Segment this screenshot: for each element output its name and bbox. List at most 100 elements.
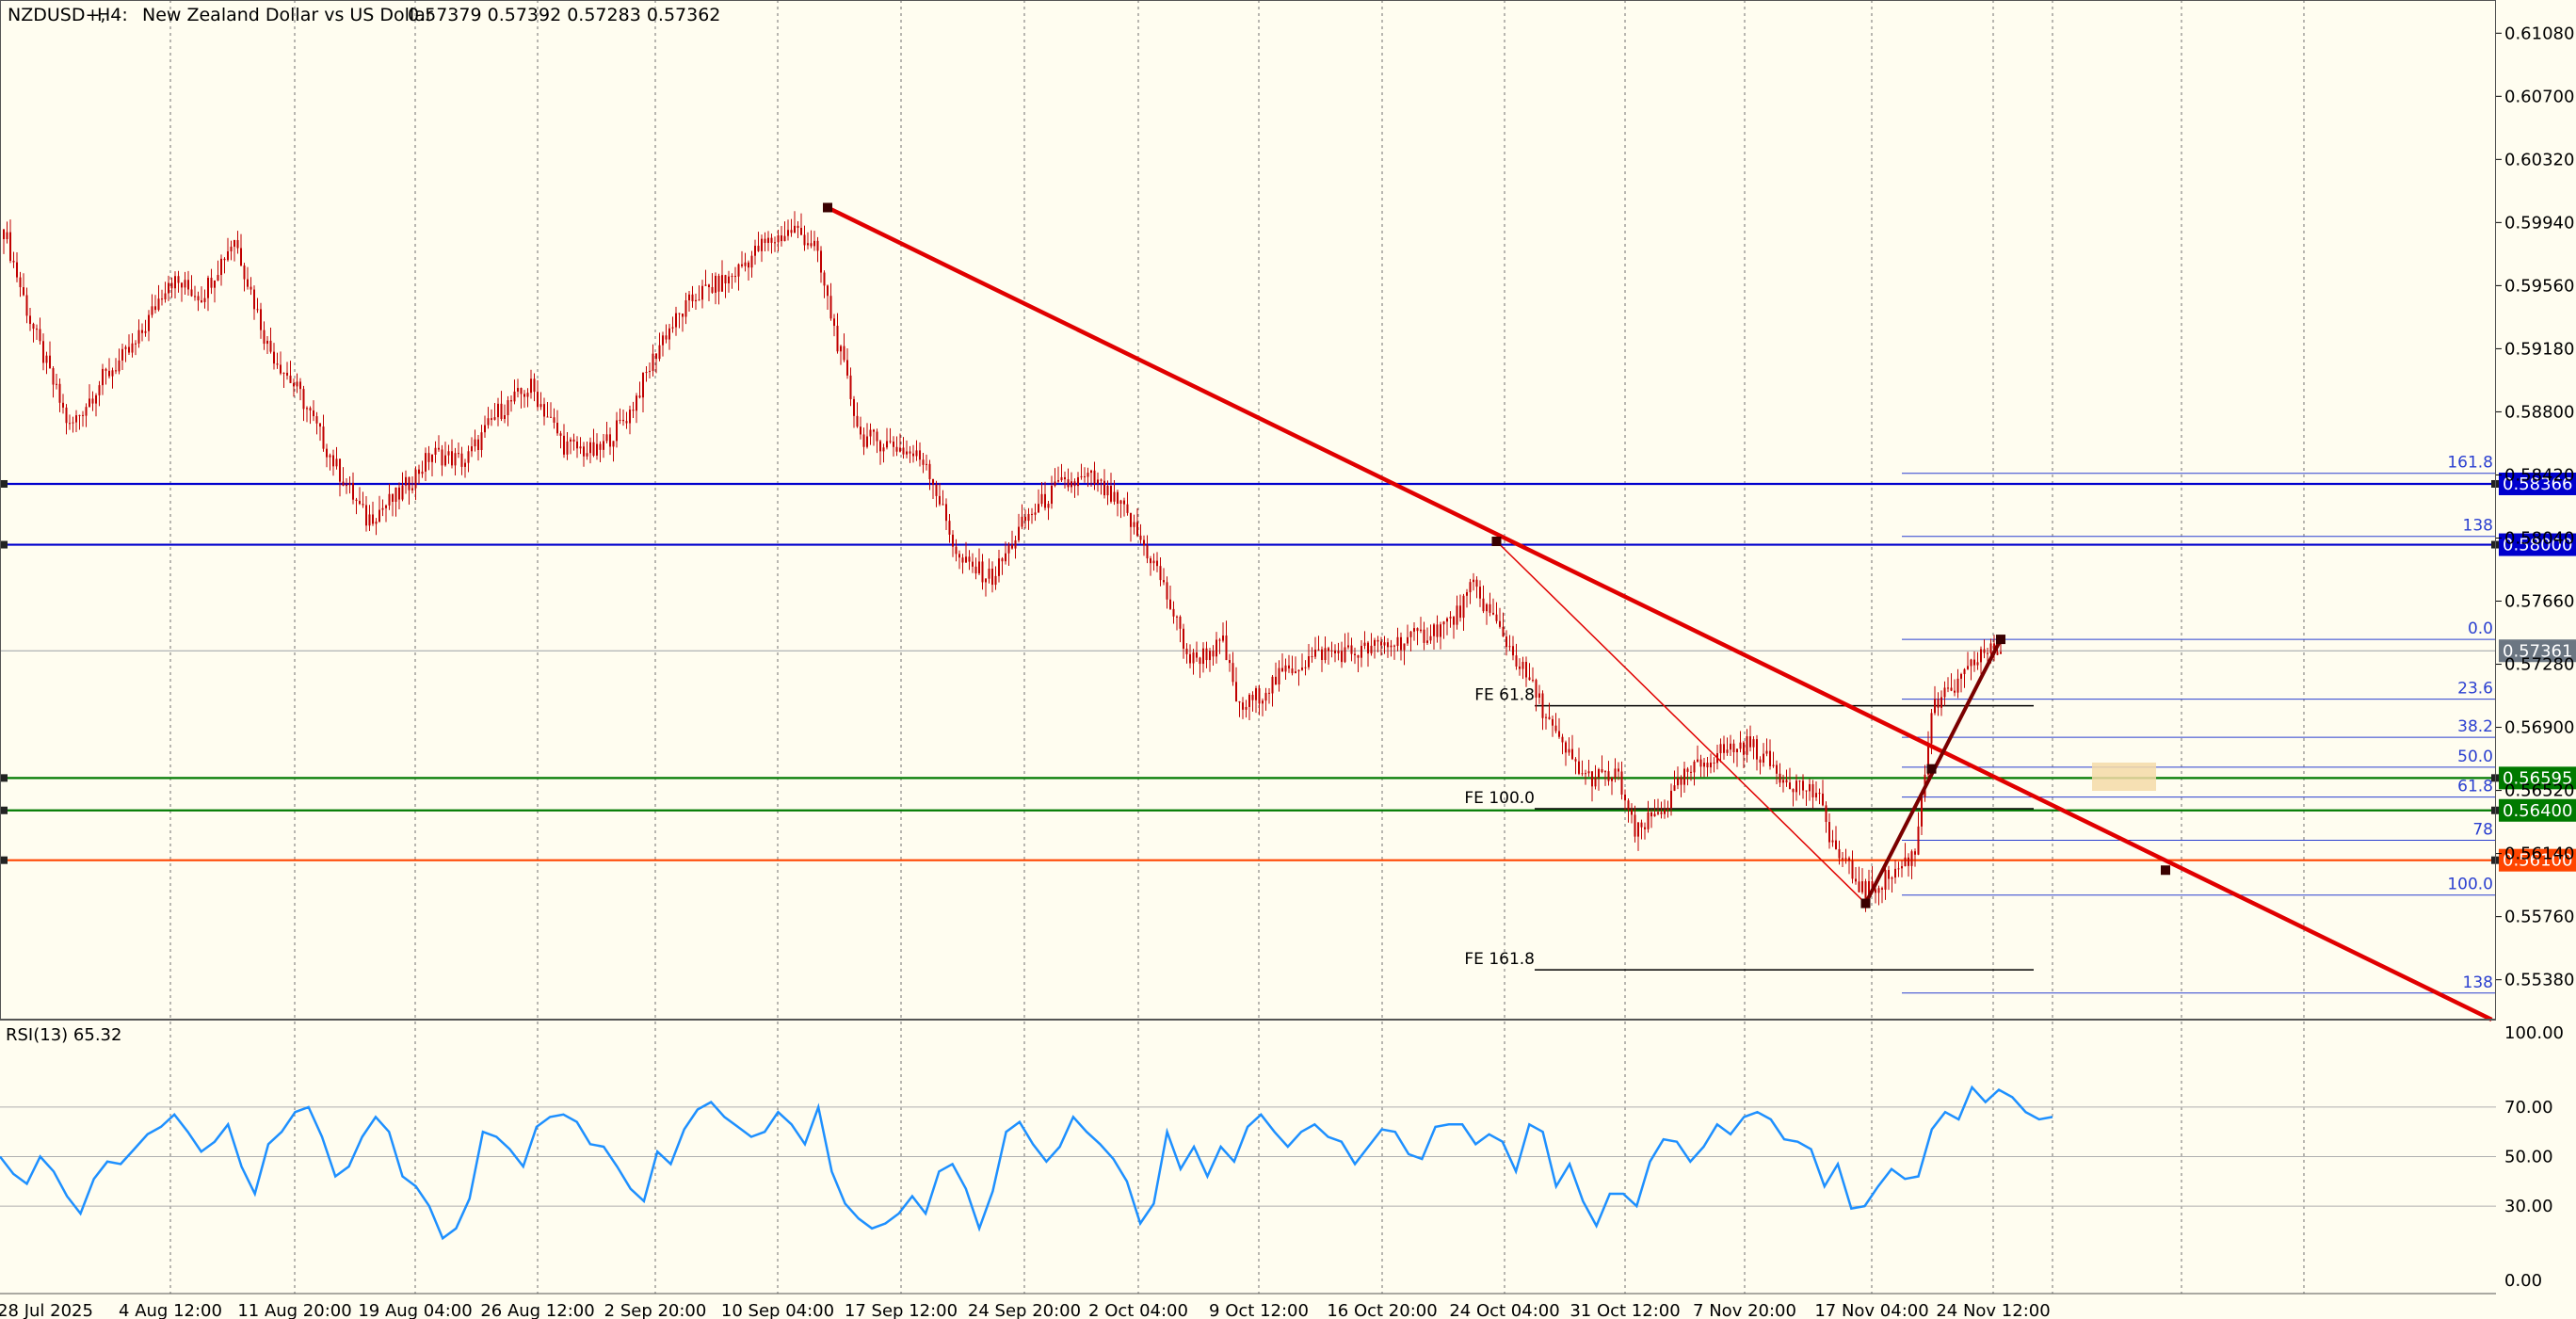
candle-body (385, 505, 387, 508)
price-label: 0.57280 (2504, 655, 2574, 675)
candle-body (926, 463, 927, 465)
candle-body (523, 394, 525, 397)
candle-body (1973, 659, 1975, 666)
candle-body (668, 328, 670, 340)
candle-body (935, 484, 938, 496)
candle-body (1317, 649, 1320, 651)
candle-body (1950, 687, 1953, 691)
candle-body (1172, 608, 1175, 617)
time-label: 4 Aug 12:00 (119, 1301, 222, 1319)
candle-body (1143, 539, 1145, 546)
candle-body (1858, 881, 1860, 893)
candle-body (1726, 749, 1729, 753)
candle-body (3, 229, 5, 239)
fibonacci-expansion[interactable]: FE 61.8 FE 100.0 FE 161.8 (1464, 686, 2034, 971)
candle-body (708, 284, 710, 287)
candle-body (65, 407, 68, 424)
candle-body (942, 504, 944, 506)
candle-body (1759, 759, 1762, 763)
candle-body (23, 287, 24, 296)
candle-body (49, 355, 51, 369)
candle-body (339, 458, 341, 482)
candle-body (1756, 739, 1758, 760)
target-zone-box[interactable] (2092, 763, 2156, 791)
candle-body (1792, 789, 1795, 793)
candle-body (790, 230, 793, 233)
candle-body (1921, 796, 1923, 827)
candle-body (1844, 858, 1847, 860)
candle-body (629, 410, 631, 424)
candle-body (394, 487, 397, 502)
chart-header-description: New Zealand Dollar vs US Dollar (142, 5, 433, 25)
candle-body (652, 353, 654, 371)
candle-body (467, 451, 470, 463)
candle-body (58, 383, 61, 403)
candle-body (1363, 642, 1366, 646)
candle-body (1525, 662, 1527, 678)
candle-body (1420, 629, 1422, 632)
candle-body (1100, 479, 1103, 481)
price-label: 0.58040 (2504, 528, 2574, 548)
trendlines[interactable] (823, 202, 2493, 1022)
candle-body (174, 276, 176, 289)
candle-body (603, 441, 604, 450)
candle-body (378, 509, 380, 523)
candle-body (1855, 878, 1857, 882)
candle-body (1703, 763, 1705, 767)
candle-body (131, 343, 134, 353)
candle-body (1258, 688, 1261, 704)
candle-body (1954, 690, 1956, 693)
candle-body (326, 448, 328, 458)
fib-level-label: 61.8 (2457, 778, 2493, 796)
candle-body (952, 534, 954, 547)
candle-body (750, 255, 753, 268)
candle-body (144, 330, 147, 333)
candle-body (1007, 544, 1010, 554)
candle-body (177, 276, 180, 283)
candle-body (1295, 671, 1296, 674)
candle-body (1581, 773, 1584, 775)
candle-body (1732, 743, 1735, 753)
fib-expansion-label: FE 100.0 (1464, 789, 1535, 808)
candle-body (1631, 810, 1633, 815)
candle-body (411, 488, 413, 491)
candle-body (1713, 763, 1715, 764)
candle-body (1937, 699, 1940, 708)
candle-body (1763, 753, 1764, 763)
candle-body (1828, 821, 1830, 843)
candle-body (504, 414, 506, 420)
time-label: 7 Nov 20:00 (1693, 1301, 1796, 1319)
candle-body (1235, 682, 1237, 701)
candle-body (829, 296, 832, 319)
fibonacci-retracement[interactable]: 161.8 138 0.0 23.6 38.2 50.0 61.8 78 100.0 138 (1902, 454, 2496, 994)
candle-body (233, 240, 235, 248)
price-label: 0.56140 (2504, 844, 2574, 864)
candle-body (1910, 851, 1913, 866)
candle-body (572, 439, 575, 442)
candle-body (1838, 848, 1841, 859)
candle-body (862, 434, 865, 447)
candle-body (833, 318, 835, 327)
candle-body (1429, 635, 1432, 641)
candle-body (853, 398, 855, 416)
candle-body (1374, 639, 1376, 646)
candle-body (1917, 826, 1920, 855)
candle-body (589, 442, 591, 454)
candle-body (781, 235, 782, 242)
horizontal-levels[interactable]: 0.58366 0.58000 0.56595 0.56400 0.56100 0.573… (0, 472, 2576, 872)
candle-body (75, 415, 77, 423)
candle-body (1400, 636, 1402, 651)
candle-body (803, 234, 806, 246)
candle-body (1519, 666, 1521, 669)
candle-body (1001, 558, 1004, 562)
candle-body (1528, 677, 1531, 681)
candle-body (1927, 743, 1929, 775)
candle-body (1159, 566, 1162, 581)
candle-body (1407, 636, 1409, 644)
candle-body (1561, 736, 1564, 743)
candle-body (645, 372, 648, 374)
candle-body (1275, 676, 1277, 685)
candle-body (56, 383, 57, 385)
price-axis: 0.61080 0.60700 0.60320 0.59940 0.59560 0.591… (2496, 24, 2574, 990)
